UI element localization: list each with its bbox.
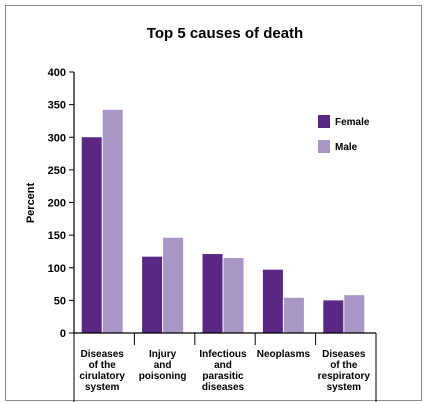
x-category-label-line: system	[327, 382, 362, 393]
bar-female-0	[81, 137, 102, 333]
x-category-label: Infectious and parasitic diseases	[199, 349, 247, 393]
bar-female-1	[142, 256, 163, 333]
x-category-label-line: Diseases	[81, 349, 125, 360]
bar-female-4	[323, 300, 344, 333]
y-tick-label: 250	[48, 165, 66, 177]
y-tick-label: 0	[60, 328, 66, 340]
x-category-label-line: respiratory	[318, 371, 371, 382]
y-tick-label: 150	[48, 230, 66, 242]
chart-title: Top 5 causes of death	[147, 25, 303, 42]
y-tick-label: 400	[48, 67, 66, 79]
y-tick-label: 350	[48, 100, 66, 112]
x-category-label-line: parasitic	[202, 371, 244, 382]
x-category-label: Diseases of the cirulatory system	[79, 349, 125, 393]
x-category-label-line: of the	[89, 360, 117, 371]
x-category-label-line: diseases	[202, 382, 245, 393]
x-category-label-line: and	[154, 360, 172, 371]
x-category-label-line: Diseases	[322, 349, 366, 360]
x-category-label: Neoplasms	[257, 349, 311, 360]
bar-male-2	[223, 257, 244, 333]
y-tick-label: 200	[48, 198, 66, 210]
y-tick-label: 300	[48, 132, 66, 144]
bar-male-4	[344, 295, 365, 333]
y-tick-label: 50	[54, 295, 66, 307]
x-category-label: Diseases of the respiratory system	[318, 349, 371, 393]
x-category-label-line: Infectious	[199, 349, 247, 360]
bar-male-3	[283, 297, 304, 333]
legend-swatch-male	[318, 140, 330, 153]
x-category-label-line: poisoning	[139, 371, 187, 382]
x-category-label-line: cirulatory	[79, 371, 125, 382]
legend-label-female: Female	[335, 117, 370, 128]
legend-swatch-female	[318, 115, 330, 128]
x-category-label-line: system	[85, 382, 120, 393]
bar-male-1	[163, 237, 184, 333]
bar-male-0	[102, 109, 123, 333]
y-axis-title: Percent	[25, 182, 37, 223]
x-category-label-line: of the	[330, 360, 358, 371]
x-category-label: Injury and poisoning	[139, 349, 187, 382]
x-category-label-line: Injury	[149, 349, 177, 360]
bar-female-3	[262, 269, 283, 333]
legend-label-male: Male	[335, 142, 358, 153]
y-tick-label: 100	[48, 263, 66, 275]
x-category-label-line: and	[214, 360, 232, 371]
bar-female-2	[202, 254, 223, 333]
x-category-label-line: Neoplasms	[257, 349, 311, 360]
